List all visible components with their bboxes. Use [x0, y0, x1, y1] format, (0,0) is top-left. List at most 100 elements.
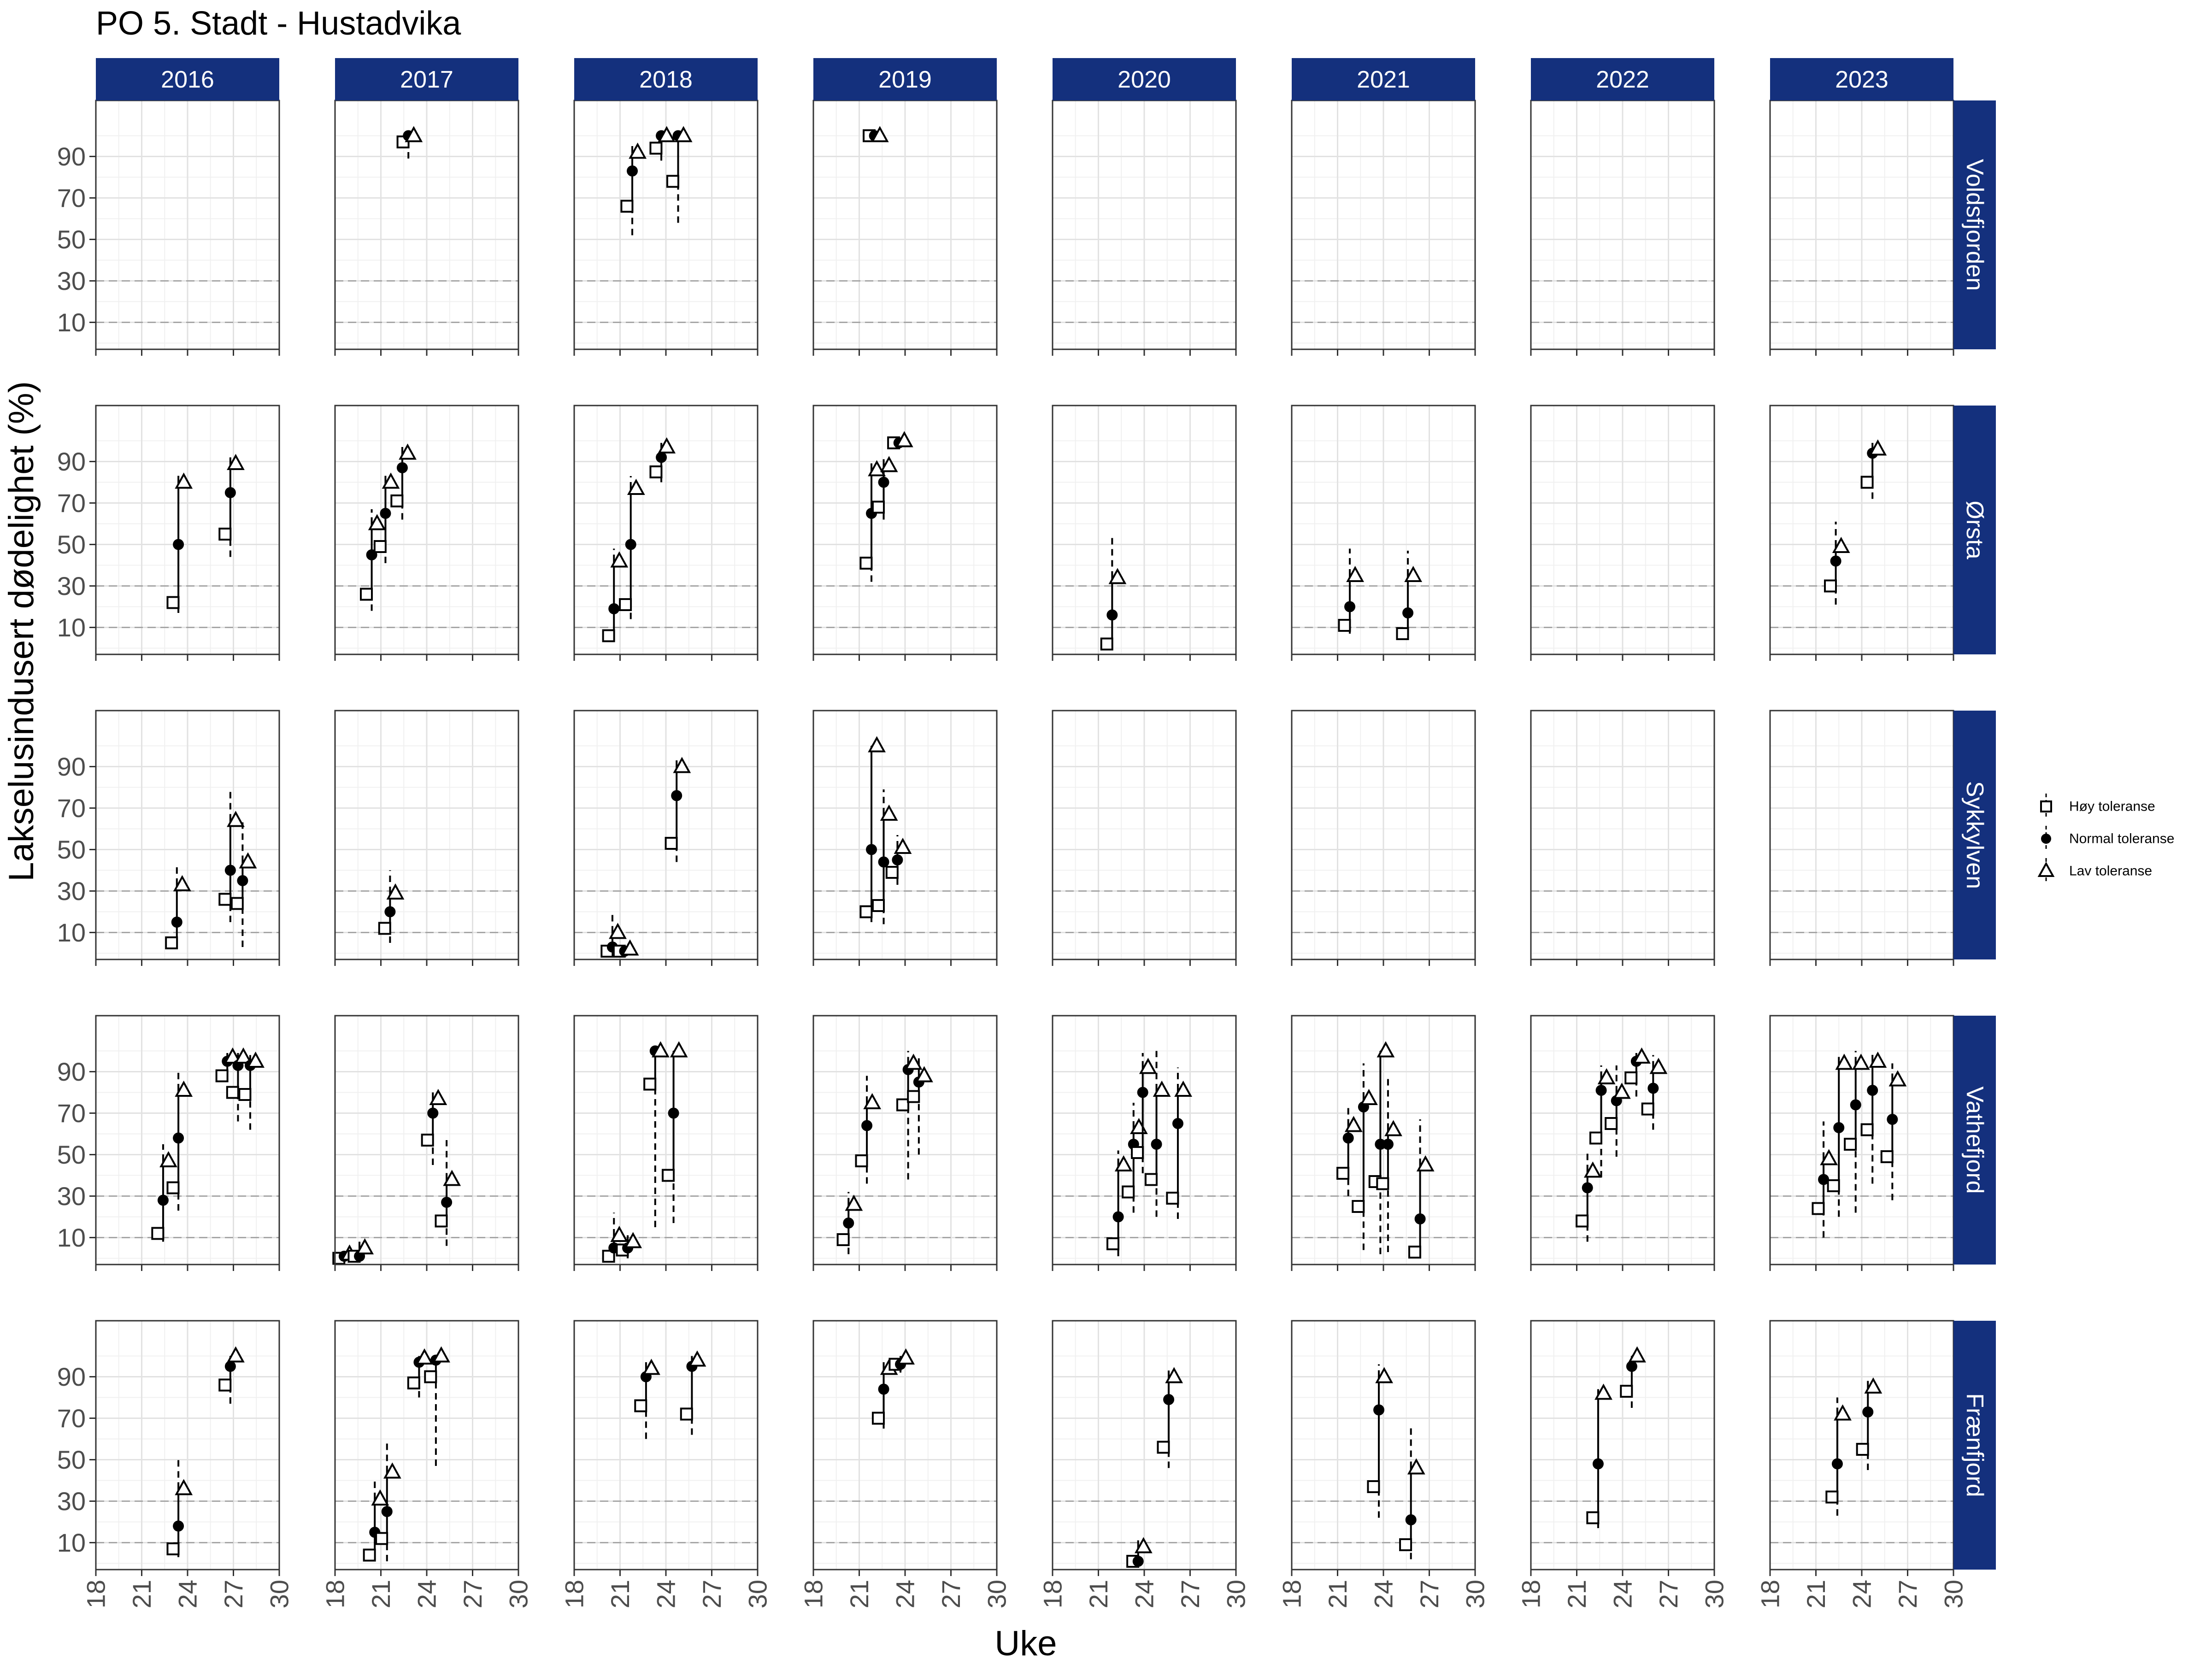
week-group	[218, 453, 245, 557]
x-tick-label: 24	[652, 1580, 681, 1608]
point-lav	[227, 811, 245, 827]
strip-background	[1953, 711, 1996, 959]
strip-2017: 2017	[335, 58, 518, 100]
point-hoy	[665, 837, 678, 850]
point-hoy	[1106, 1237, 1120, 1250]
week-group	[888, 1348, 915, 1373]
point-hoy	[421, 1134, 434, 1147]
point-hoy	[1122, 1185, 1135, 1199]
point-normal	[1405, 1514, 1417, 1525]
x-tick-label: 24	[1847, 1580, 1877, 1608]
panel-fraenfjord-2023	[1769, 1320, 1954, 1571]
week-group	[1157, 1367, 1183, 1468]
panel-fraenfjord-2021	[1291, 1320, 1476, 1571]
point-hoy	[1812, 1202, 1825, 1215]
legend: Høy toleranse Normal toleranse Lav toleran…	[2037, 794, 2174, 884]
point-hoy	[666, 175, 679, 188]
week-group	[1812, 1121, 1838, 1238]
point-hoy	[1338, 619, 1351, 632]
y-tick-label: 30	[57, 877, 86, 906]
strip-2018: 2018	[574, 58, 758, 100]
point-hoy	[166, 1181, 180, 1194]
panel-voldsfjorden-2017	[334, 100, 519, 350]
point-hoy	[1624, 1071, 1638, 1084]
point-lav	[688, 1350, 706, 1367]
panel-vathefjord-2021	[1291, 1015, 1476, 1265]
point-hoy	[1408, 1246, 1421, 1259]
point-hoy	[1367, 1480, 1380, 1493]
strip-background	[813, 58, 997, 100]
panel-orsta-2016	[95, 405, 280, 655]
panel-fraenfjord-2018	[573, 1320, 759, 1571]
x-tick-label: 24	[891, 1580, 920, 1608]
point-lav	[399, 443, 417, 460]
week-group	[871, 456, 898, 520]
point-normal	[396, 462, 408, 473]
point-hoy	[407, 1377, 420, 1389]
y-tick-label: 10	[57, 918, 86, 947]
point-lav	[1114, 1155, 1133, 1171]
week-group	[1825, 1397, 1852, 1516]
point-normal	[1582, 1182, 1593, 1194]
panel-orsta-2021	[1291, 405, 1476, 655]
week-group	[166, 1071, 193, 1211]
x-tick-label: 24	[412, 1580, 441, 1608]
point-normal	[671, 790, 682, 801]
week-group	[375, 1439, 401, 1561]
point-normal	[878, 1383, 889, 1395]
x-tick-label: 24	[1369, 1580, 1398, 1608]
point-lav	[915, 1066, 933, 1082]
point-lav	[1852, 1053, 1870, 1070]
point-hoy	[871, 500, 885, 514]
y-tick-label: 30	[57, 266, 86, 295]
point-hoy	[1100, 637, 1113, 651]
y-tick-label: 50	[57, 835, 86, 864]
x-tick-label: 27	[1176, 1580, 1205, 1608]
week-group	[1166, 1067, 1192, 1219]
region-strips: Voldsfjorden Ørsta Sykkylven Vathefjord Fræn…	[1953, 100, 1996, 1570]
x-tick-label: 30	[1939, 1580, 1968, 1608]
point-hoy	[1144, 1173, 1158, 1186]
point-normal	[1887, 1114, 1898, 1125]
legend-item-normal: Normal toleranse	[2041, 826, 2174, 852]
panel-fraenfjord-2016	[95, 1320, 280, 1571]
week-group	[643, 1041, 670, 1227]
strip-label: 2018	[639, 66, 693, 93]
y-tick-label: 70	[57, 488, 86, 518]
point-hoy	[871, 899, 885, 912]
point-lav	[658, 126, 676, 142]
week-group	[666, 126, 693, 223]
panel-vathefjord-2016	[95, 1015, 280, 1265]
point-normal	[1132, 1556, 1144, 1567]
x-tick-label: 30	[1461, 1580, 1490, 1608]
y-tick-label: 70	[57, 1099, 86, 1128]
point-normal	[1831, 1458, 1843, 1470]
point-lav	[1612, 1082, 1631, 1099]
week-group	[421, 1088, 447, 1165]
week-group	[1880, 1063, 1907, 1200]
point-lav	[895, 431, 913, 447]
panel-sykkylven-2019	[812, 710, 998, 960]
week-group	[649, 437, 676, 482]
strip-background	[1531, 58, 1714, 100]
point-hoy	[1825, 1490, 1839, 1504]
point-normal	[173, 1520, 184, 1532]
week-group	[230, 818, 257, 947]
strip-orsta: Ørsta	[1953, 406, 1996, 654]
week-group	[885, 835, 912, 885]
point-hoy	[649, 141, 663, 155]
x-tick-label: 18	[321, 1580, 350, 1608]
point-lav	[371, 1489, 389, 1506]
week-group	[1376, 1076, 1402, 1252]
week-group	[1396, 551, 1423, 640]
x-tick-label: 21	[1801, 1580, 1830, 1608]
strip-sykkylven: Sykkylven	[1953, 711, 1996, 959]
point-hoy	[378, 922, 391, 935]
point-normal	[1382, 1139, 1394, 1150]
point-lav	[1108, 568, 1127, 584]
year-strips: 2016 2017 2018 2019 2020 2021 2022 2023	[96, 58, 1953, 100]
week-group	[1624, 1047, 1651, 1097]
y-tick-label: 10	[57, 1223, 86, 1252]
point-normal	[878, 477, 889, 488]
